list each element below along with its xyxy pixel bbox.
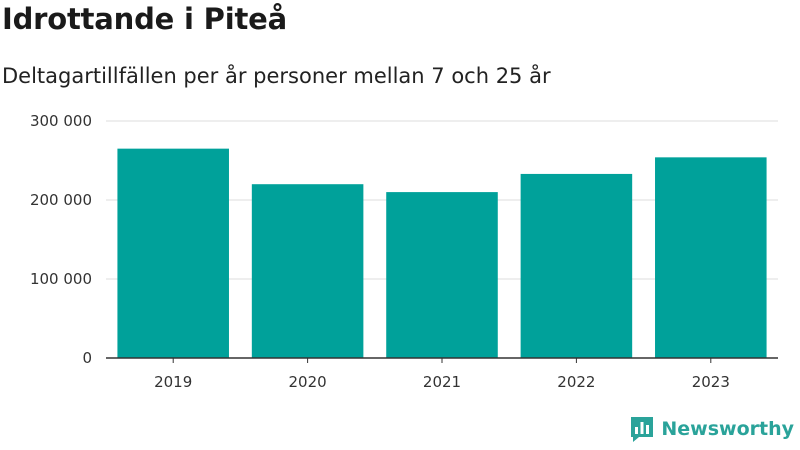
bar-2022	[520, 173, 633, 358]
x-tick-label: 2023	[692, 373, 730, 391]
brand-logo: Newsworthy	[629, 414, 794, 444]
brand-name: Newsworthy	[661, 418, 794, 440]
x-tick-label: 2020	[289, 373, 327, 391]
bar-2023	[655, 157, 767, 358]
x-tick-label: 2021	[423, 373, 461, 391]
y-tick-label: 0	[82, 349, 92, 367]
bar-2021	[386, 192, 498, 358]
chart-subtitle: Deltagartillfällen per år personer mella…	[2, 64, 551, 88]
y-tick-label: 100 000	[30, 270, 92, 288]
bars	[117, 148, 767, 358]
x-tick-label: 2022	[557, 373, 595, 391]
bar-2019	[117, 148, 229, 358]
y-tick-label: 300 000	[30, 112, 92, 130]
x-tick-label: 2019	[154, 373, 192, 391]
y-tick-label: 200 000	[30, 191, 92, 209]
axes: 0 100 000 200 000 300 000 2019 2020 2021 2022 20…	[30, 112, 778, 391]
bar-2020	[251, 184, 364, 358]
bar-chart-flag-icon	[631, 417, 654, 442]
chart-title: Idrottande i Piteå	[2, 2, 287, 36]
